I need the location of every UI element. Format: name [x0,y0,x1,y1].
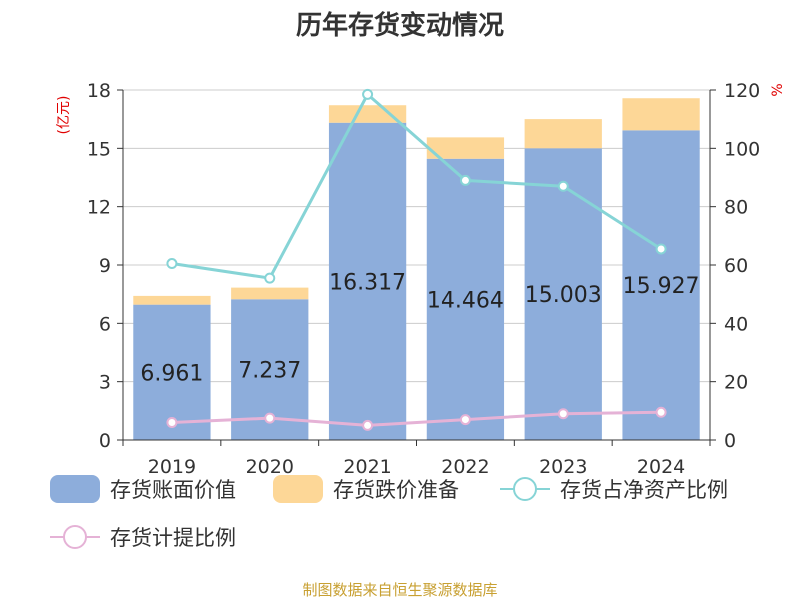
bar-value-label: 15.003 [525,283,602,308]
legend-label: 存货跌价准备 [333,478,459,502]
line-point [166,417,178,428]
legend-swatch [273,475,323,503]
bar-value-label: 6.961 [140,361,203,386]
bar-value-label: 7.237 [238,359,301,384]
y-right-tick-label: 0 [724,430,736,452]
legend-label: 存货计提比例 [110,526,236,550]
bar-value-label: 14.464 [427,288,504,313]
y-left-unit-label: (亿元) [56,96,72,135]
x-tick-label: 2019 [148,456,196,478]
bar [426,158,505,440]
legend-swatch-marker [63,525,87,549]
x-tick-label: 2024 [637,456,685,478]
y-left-tick-label: 18 [87,80,111,102]
line-point [557,180,569,192]
bar [622,98,700,131]
bar-value-label: 16.317 [329,270,406,295]
line-point [557,408,569,420]
y-right-tick-label: 60 [724,255,748,277]
legend-label: 存货占净资产比例 [560,478,728,502]
line-point [362,88,374,100]
line-point [264,412,276,424]
legend-swatch-marker [513,477,537,501]
x-tick-label: 2021 [343,456,391,478]
series-line [171,410,662,427]
line-point [264,272,276,284]
y-left-tick-label: 0 [99,430,111,452]
y-right-tick-label: 120 [724,80,760,102]
bar [622,130,700,440]
line-point [655,406,667,418]
series-line [171,91,662,280]
bar [524,119,602,149]
bar [426,137,505,159]
y-left-tick-label: 6 [99,313,111,335]
y-right-tick-label: 40 [724,313,748,335]
y-left-tick-label: 9 [99,255,111,277]
legend-label: 存货账面价值 [110,478,236,502]
bar [231,287,309,300]
y-right-tick-label: 80 [724,197,748,219]
y-left-tick-label: 12 [87,197,111,219]
line-point [655,243,667,255]
y-right-tick-label: 20 [724,372,748,394]
bar-series [133,98,700,440]
bar-value-label: 15.927 [623,274,700,299]
x-tick-label: 2023 [539,456,587,478]
line-point [362,419,374,431]
y-right-unit-label: % [770,83,786,96]
line-series [166,88,667,431]
y-left-tick-label: 3 [99,372,111,394]
grid-lines [123,89,710,441]
legend-swatch [50,475,100,503]
line-point [166,258,178,270]
bar-data-labels: 6.961 7.237 16.317 14.464 15.003 15.927 [140,270,699,386]
y-left-tick-label: 15 [87,138,111,160]
line-point [459,414,471,426]
y-right-tick-label: 100 [724,138,760,160]
x-tick-label: 2022 [441,456,489,478]
bar [328,122,407,440]
axes: 0 3 6 9 12 15 18 0 20 40 60 80 100 120 (亿元)% 2019 2020 20… [56,80,786,478]
bar [524,148,602,440]
line-point [459,174,471,186]
x-tick-label: 2020 [246,456,294,478]
bar [133,295,211,305]
chart-title: 历年存货变动情况 [296,10,504,41]
source-footer: 制图数据来自恒生聚源数据库 [302,581,497,599]
